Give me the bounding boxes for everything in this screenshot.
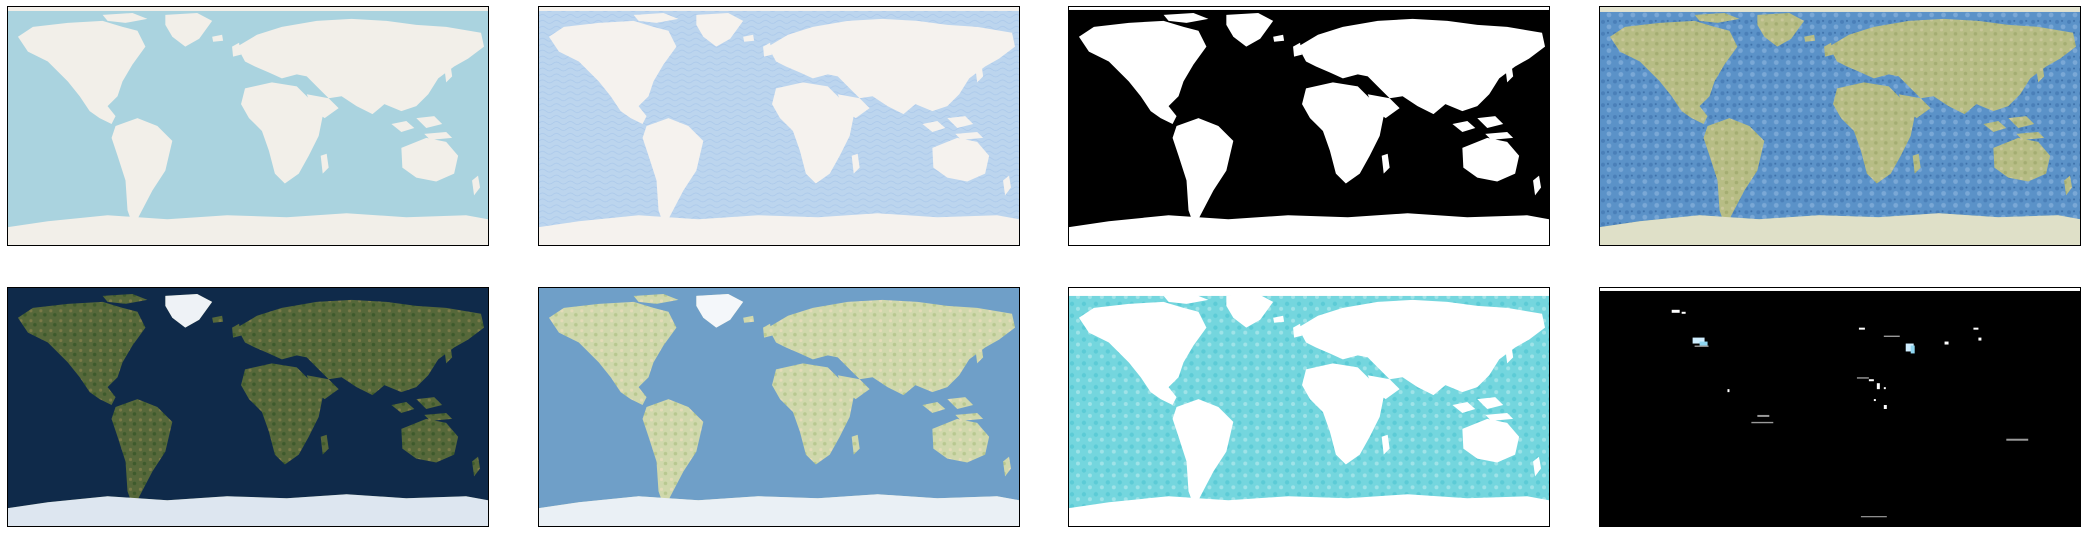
- map-panel-6: [538, 287, 1020, 527]
- map-panel-2: [538, 6, 1020, 246]
- scattered-features: [1671, 309, 1982, 409]
- ocean: [1600, 288, 2080, 526]
- map-panel-4: [1599, 6, 2081, 246]
- map-panel-8: [1599, 287, 2081, 527]
- map-panel-7: [1068, 287, 1550, 527]
- map-panel-1: [7, 6, 489, 246]
- map-panel-5: [7, 287, 489, 527]
- map-panel-3: [1068, 6, 1550, 246]
- faint-labels: [1694, 335, 2029, 518]
